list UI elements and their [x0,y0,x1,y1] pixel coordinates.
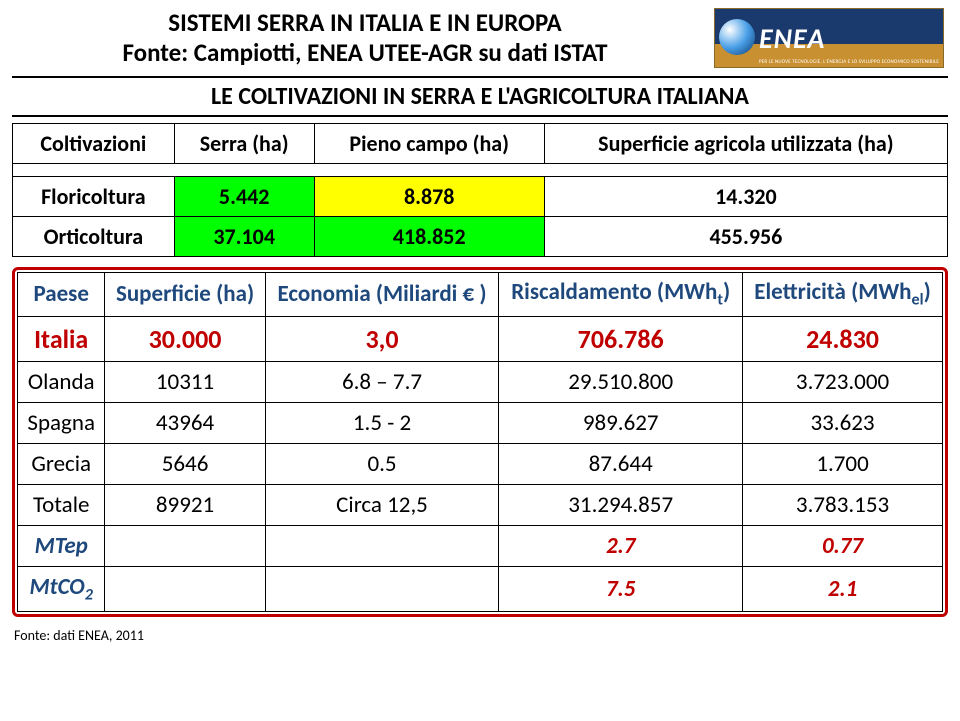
table-header-row: Coltivazioni Serra (ha) Pieno campo (ha)… [13,124,948,164]
cell-pieno-campo: 8.878 [314,177,544,217]
col-paese: Paese [18,273,105,317]
cell-economia: 6.8 – 7.7 [265,361,499,402]
table-row-totale: Totale 89921 Circa 12,5 31.294.857 3.783… [18,484,943,525]
cell-riscaldamento: 31.294.857 [499,484,743,525]
cell-label: Floricoltura [13,177,175,217]
cell-riscaldamento: 29.510.800 [499,361,743,402]
table-row: Grecia 5646 0.5 87.644 1.700 [18,443,943,484]
col-serra: Serra (ha) [174,124,314,164]
logo-subtitle: PER LE NUOVE TECNOLOGIE, L'ENERGIA E LO … [759,59,939,65]
table-header-row: Paese Superficie (ha) Economia (Miliardi… [18,273,943,317]
cell-superficie: 14.320 [544,177,947,217]
col-elettricita: Elettricità (MWhel) [743,273,943,317]
slide-header: SISTEMI SERRA IN ITALIA E IN EUROPA Font… [0,0,960,72]
subtitle-bar: LE COLTIVAZIONI IN SERRA E L'AGRICOLTURA… [12,76,948,117]
table-row-mtco2: MtCO2 7.5 2.1 [18,566,943,611]
cell-superficie: 10311 [105,361,265,402]
col-superficie: Superficie agricola utilizzata (ha) [544,124,947,164]
logo-sphere-icon [719,19,755,55]
cell-superficie: 455.956 [544,217,947,257]
cell-serra: 37.104 [174,217,314,257]
col-pieno-campo: Pieno campo (ha) [314,124,544,164]
table-row: Spagna 43964 1.5 - 2 989.627 33.623 [18,402,943,443]
cell-economia: Circa 12,5 [265,484,499,525]
cell-economia: 1.5 - 2 [265,402,499,443]
cell-riscaldamento: 87.644 [499,443,743,484]
footnote: Fonte: dati ENEA, 2011 [0,623,960,644]
cell-elettricita: 33.623 [743,402,943,443]
cell-empty [105,525,265,566]
cell-riscaldamento: 706.786 [499,316,743,361]
cell-superficie: 89921 [105,484,265,525]
title-line-1: SISTEMI SERRA IN ITALIA E IN EUROPA [16,8,714,38]
col-riscaldamento: Riscaldamento (MWht) [499,273,743,317]
cell-superficie: 30.000 [105,316,265,361]
cell-paese: Spagna [18,402,105,443]
table-row-italia: Italia 30.000 3,0 706.786 24.830 [18,316,943,361]
paesi-table: Paese Superficie (ha) Economia (Miliardi… [17,272,943,612]
cell-paese: Grecia [18,443,105,484]
cell-elettricita: 1.700 [743,443,943,484]
col-economia: Economia (Miliardi € ) [265,273,499,317]
cell-paese: MtCO2 [18,566,105,611]
cell-riscaldamento: 989.627 [499,402,743,443]
cell-pieno-campo: 418.852 [314,217,544,257]
cell-elettricita: 24.830 [743,316,943,361]
cell-paese: MTep [18,525,105,566]
col-superficie: Superficie (ha) [105,273,265,317]
cell-riscaldamento: 2.7 [499,525,743,566]
cell-economia: 3,0 [265,316,499,361]
cell-economia: 0.5 [265,443,499,484]
cell-empty [265,525,499,566]
cell-empty [105,566,265,611]
cell-elettricita: 3.783.153 [743,484,943,525]
coltivazioni-table-wrap: Coltivazioni Serra (ha) Pieno campo (ha)… [12,123,948,257]
cell-elettricita: 3.723.000 [743,361,943,402]
enea-logo: ENEA PER LE NUOVE TECNOLOGIE, L'ENERGIA … [714,8,944,68]
cell-paese: Totale [18,484,105,525]
cell-paese: Italia [18,316,105,361]
cell-label: Orticoltura [13,217,175,257]
table-row-mtep: MTep 2.7 0.77 [18,525,943,566]
cell-riscaldamento: 7.5 [499,566,743,611]
cell-paese: Olanda [18,361,105,402]
cell-elettricita: 2.1 [743,566,943,611]
col-coltivazioni: Coltivazioni [13,124,175,164]
cell-elettricita: 0.77 [743,525,943,566]
cell-superficie: 43964 [105,402,265,443]
title-line-2: Fonte: Campiotti, ENEA UTEE-AGR su dati … [16,38,714,68]
table-row: Orticoltura 37.104 418.852 455.956 [13,217,948,257]
paesi-table-wrap: Paese Superficie (ha) Economia (Miliardi… [12,267,948,617]
table-row: Floricoltura 5.442 8.878 14.320 [13,177,948,217]
logo-text: ENEA [759,21,825,56]
table-row: Olanda 10311 6.8 – 7.7 29.510.800 3.723.… [18,361,943,402]
title-block: SISTEMI SERRA IN ITALIA E IN EUROPA Font… [16,8,714,68]
cell-empty [265,566,499,611]
cell-serra: 5.442 [174,177,314,217]
cell-superficie: 5646 [105,443,265,484]
coltivazioni-table: Coltivazioni Serra (ha) Pieno campo (ha)… [12,123,948,257]
